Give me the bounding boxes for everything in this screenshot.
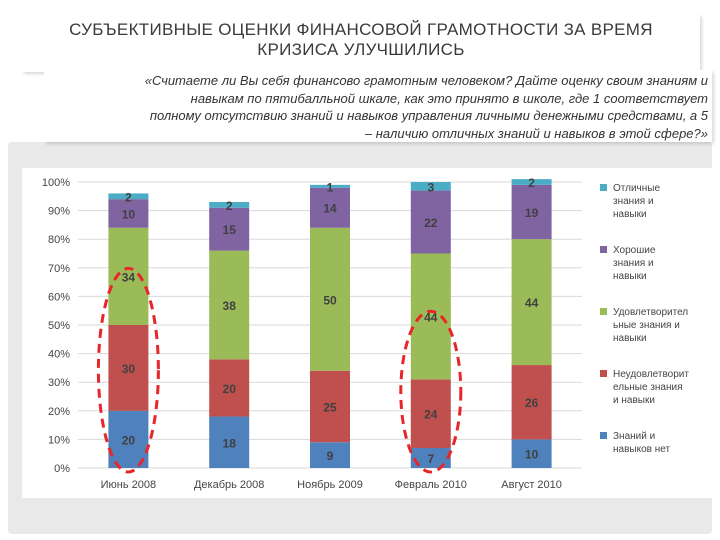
stacked-bar-chart: 0% 10% 20% 30% 40% 50% 60% 70% 80% 90% 100% 20 30 34 1…	[42, 176, 690, 491]
legend-label-good: навыки	[613, 271, 647, 282]
x-tick-label: Декабрь 2008	[194, 479, 264, 491]
title-box	[22, 14, 700, 72]
data-label: 3	[427, 180, 434, 194]
legend-label-unsatisfactory: ельные знания	[613, 382, 683, 393]
data-label: 38	[223, 299, 237, 313]
data-label: 44	[525, 296, 539, 310]
legend-label-none: Знаний и	[613, 431, 655, 442]
bar-segment-excellent	[310, 184, 350, 188]
y-tick-label: 30%	[48, 377, 70, 389]
title-line-2: КРИЗИСА УЛУЧШИЛИСЬ	[257, 40, 465, 59]
legend-swatch-none	[600, 432, 607, 439]
data-label: 18	[223, 436, 237, 450]
data-label: 44	[424, 310, 438, 324]
data-label: 2	[528, 176, 535, 190]
highlight-ellipse	[399, 309, 463, 474]
data-label: 2	[125, 190, 132, 204]
bar-segment-none	[310, 442, 350, 468]
data-label: 24	[424, 408, 438, 422]
data-label: 25	[323, 401, 337, 415]
legend-label-unsatisfactory: Неудовлетворит	[613, 369, 689, 380]
legend-label-good: знания и	[613, 258, 654, 269]
bar-segment-satisfactory	[209, 250, 250, 360]
y-tick-label: 0%	[54, 463, 70, 475]
bar-segment-good	[310, 187, 350, 228]
question-line-3: полному отсутствию знаний и навыков упра…	[149, 108, 708, 123]
bar-segment-none	[209, 416, 250, 468]
legend-label-excellent: знания и	[613, 196, 654, 207]
bar-segment-excellent	[108, 193, 149, 200]
bar-segment-unsatisfactory	[209, 359, 250, 417]
y-tick-label: 40%	[48, 349, 70, 361]
page-title: СУБЪЕКТИВНЫЕ ОЦЕНКИ ФИНАНСОВОЙ ГРАМОТНОС…	[22, 20, 700, 60]
highlight-ellipse	[96, 266, 160, 474]
legend-swatch-excellent	[600, 184, 607, 191]
data-label: 50	[323, 293, 337, 307]
bar-segment-good	[511, 184, 552, 240]
data-label: 9	[327, 449, 334, 463]
bar-segment-good	[410, 190, 451, 254]
legend-label-satisfactory: навыки	[613, 333, 647, 344]
data-label: 14	[323, 202, 337, 216]
data-label: 2	[226, 199, 233, 213]
data-label: 20	[223, 382, 237, 396]
legend-label-unsatisfactory: и навыки	[613, 395, 655, 406]
chart-area: 0% 10% 20% 30% 40% 50% 60% 70% 80% 90% 100% 20 30 34 1…	[22, 168, 712, 498]
bar-segment-unsatisfactory	[410, 379, 451, 448]
bar-segment-none	[410, 447, 451, 468]
legend-label-none: навыков нет	[613, 444, 670, 455]
data-label: 22	[424, 216, 438, 230]
question-line-4: – наличию отличных знаний и навыков в эт…	[364, 125, 708, 141]
title-line-1: СУБЪЕКТИВНЫЕ ОЦЕНКИ ФИНАНСОВОЙ ГРАМОТНОС…	[69, 20, 653, 39]
question-line-2: навыкам по пятибалльной шкале, как это п…	[190, 90, 708, 106]
data-label: 10	[525, 448, 539, 462]
bar-segment-unsatisfactory	[108, 325, 149, 411]
bar-segment-excellent	[209, 202, 250, 208]
survey-question: «Считаете ли Вы себя финансово грамотным…	[50, 72, 708, 142]
bar-segment-unsatisfactory	[511, 365, 552, 440]
question-line-1: «Считаете ли Вы себя финансово грамотным…	[144, 73, 708, 88]
data-label: 20	[122, 433, 136, 447]
y-tick-label: 60%	[48, 291, 70, 303]
bar-segment-satisfactory	[410, 253, 451, 380]
data-label: 26	[525, 396, 539, 410]
bar-segment-good	[108, 199, 149, 228]
y-tick-label: 80%	[48, 234, 70, 246]
data-label: 15	[223, 223, 237, 237]
y-tick-label: 90%	[48, 206, 70, 218]
data-label: 19	[525, 206, 539, 220]
legend-label-good: Хорошие	[613, 245, 656, 256]
y-tick-label: 50%	[48, 320, 70, 332]
y-tick-label: 70%	[48, 263, 70, 275]
y-tick-label: 100%	[42, 177, 70, 189]
data-label: 34	[122, 270, 136, 284]
legend-swatch-good	[600, 246, 607, 253]
data-label: 1	[327, 180, 334, 194]
legend-label-satisfactory: ьные знания и	[613, 320, 680, 331]
question-box	[44, 70, 712, 142]
legend-label-excellent: Отличные	[613, 183, 660, 194]
bar-segment-satisfactory	[511, 239, 552, 366]
bar-segment-none	[511, 439, 552, 468]
legend-swatch-unsatisfactory	[600, 370, 607, 377]
data-label: 30	[122, 362, 136, 376]
bar-segment-satisfactory	[310, 227, 350, 371]
x-tick-label: Август 2010	[501, 479, 562, 491]
bar-segment-unsatisfactory	[310, 370, 350, 443]
bar-segment-excellent	[511, 179, 552, 185]
legend-swatch-satisfactory	[600, 308, 607, 315]
legend-label-satisfactory: Удовлетворител	[613, 307, 688, 318]
y-tick-label: 10%	[48, 434, 70, 446]
data-label: 7	[427, 452, 434, 466]
data-label: 10	[122, 207, 136, 221]
y-tick-label: 20%	[48, 406, 70, 418]
x-tick-label: Февраль 2010	[395, 479, 467, 491]
bar-segment-excellent	[410, 182, 451, 191]
x-tick-label: Июнь 2008	[101, 479, 157, 491]
x-tick-label: Ноябрь 2009	[297, 479, 363, 491]
bar-segment-good	[209, 207, 250, 251]
legend-label-excellent: навыки	[613, 209, 647, 220]
